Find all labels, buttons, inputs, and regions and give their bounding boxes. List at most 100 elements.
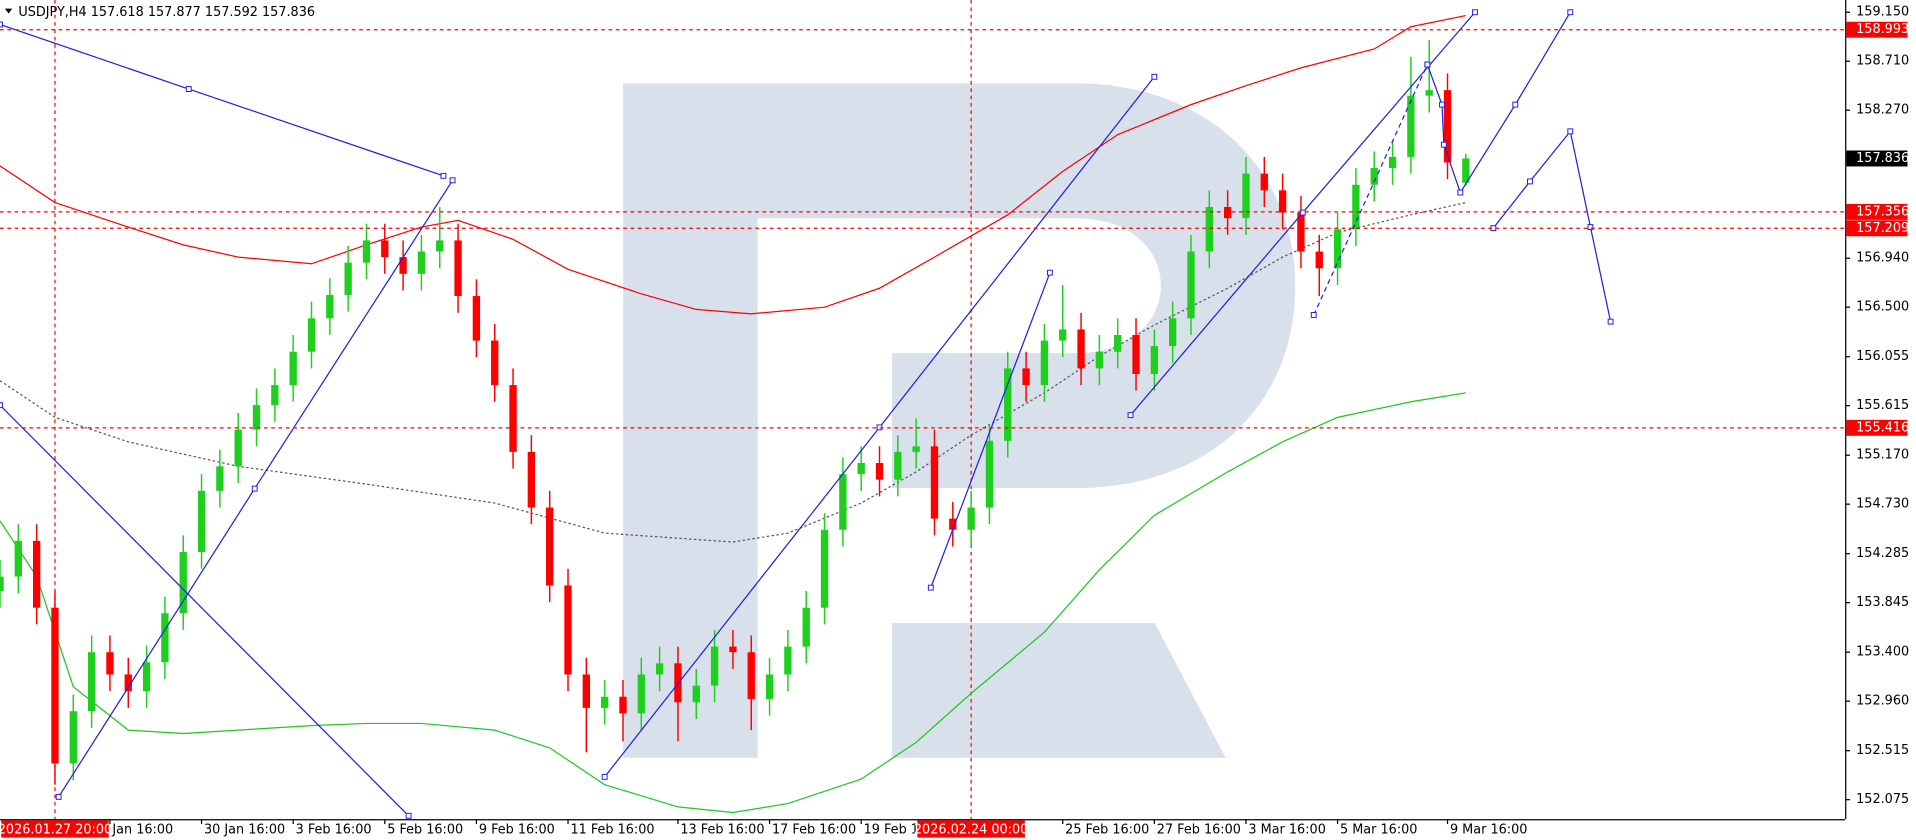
candle-body (1315, 251, 1323, 269)
candle-body (600, 696, 609, 708)
watermark-logo (623, 83, 1296, 758)
candle-body (142, 662, 151, 692)
candle-body (381, 240, 389, 258)
candle-body (1443, 90, 1452, 163)
drawing-handle (1299, 209, 1306, 216)
candle-body (491, 340, 499, 386)
candle-body (362, 240, 371, 263)
candle-body (344, 262, 352, 295)
candle-body (710, 646, 719, 686)
candle-body (1059, 329, 1067, 341)
candle-body (1260, 173, 1268, 191)
level-label: 157.356 (1856, 204, 1909, 219)
candle-body (1242, 173, 1250, 219)
candle-body (417, 251, 426, 274)
last-price-bg (1846, 150, 1908, 167)
candle-body (1407, 95, 1415, 157)
candle-body (747, 652, 755, 699)
candle-body (124, 674, 132, 692)
candle-body (1297, 212, 1305, 252)
candle-body (252, 405, 261, 430)
y-tick-label: 156.055 (1856, 349, 1909, 364)
candle-body (399, 257, 407, 274)
logo-leg (892, 622, 1226, 758)
trend-drawing (1426, 11, 1571, 194)
x-tick-label: 3 Feb 16:00 (296, 823, 372, 838)
highlight-label-bg (917, 820, 1025, 838)
drawing-handle (1457, 189, 1464, 196)
candle-body (1425, 90, 1433, 96)
drawing-handle (55, 793, 62, 800)
candle-body (1352, 184, 1360, 230)
candle-body (509, 385, 517, 452)
x-tick-label: 5 Feb 16:00 (387, 823, 463, 838)
candle-body (582, 674, 591, 708)
level-label-bg (1846, 21, 1908, 38)
candle-body (69, 711, 77, 764)
candle-body (14, 540, 22, 577)
candle-body (765, 674, 774, 699)
drawing-handle (1310, 312, 1317, 318)
level-label-bg (1846, 220, 1908, 237)
candle-body (875, 462, 884, 480)
candle-body (619, 696, 627, 714)
x-tick-label: 27 Feb 16:00 (1157, 823, 1241, 838)
candle-body (161, 613, 169, 663)
header: USDJPY,H4 157.618 157.877 157.592 157.83… (4, 5, 315, 20)
y-tick-label: 153.400 (1856, 645, 1909, 660)
drawing-handle (601, 773, 608, 780)
trend-drawing (930, 272, 1051, 588)
x-tick-label: 19 Feb 16 (864, 823, 927, 838)
candle-body (820, 529, 829, 608)
candle-body (87, 652, 96, 712)
candle-body (472, 296, 481, 341)
drawing-handle (1587, 224, 1594, 230)
drawing-handle (251, 485, 258, 492)
drawing-handle (1607, 318, 1614, 325)
x-tick-label: 5 Mar 16:00 (1340, 823, 1417, 838)
candle-body (1333, 229, 1342, 269)
drawing-handle (1046, 269, 1053, 276)
candle-body (197, 490, 206, 553)
x-tick-label: 13 Feb 16:00 (680, 823, 764, 838)
highlight-label-bg (1, 820, 109, 838)
candle-body (1278, 190, 1287, 213)
drawing-handle (927, 584, 934, 591)
drawing-handle (1440, 141, 1447, 148)
candle-body (289, 351, 297, 386)
candle-body (51, 607, 59, 764)
candle-body (454, 240, 462, 297)
candle-body (692, 685, 700, 703)
y-tick-label: 154.730 (1856, 497, 1909, 512)
candle-body (234, 429, 242, 467)
candle-body (1022, 368, 1030, 386)
level-label-bg (1846, 419, 1908, 436)
drawing-handle (0, 402, 3, 409)
candle-body (930, 446, 939, 519)
candle-body (527, 451, 536, 508)
x-tick-label: 9 Feb 16:00 (479, 823, 555, 838)
drawing-handle (0, 21, 3, 28)
plot-area (0, 0, 1846, 820)
candle-body (106, 652, 114, 675)
x-tick-label: 25 Feb 16:00 (1065, 823, 1149, 838)
y-tick-label: 152.075 (1856, 792, 1909, 807)
moving-average (0, 201, 1466, 543)
y-tick-label: 155.615 (1856, 398, 1909, 413)
candle-body (784, 646, 792, 675)
axes: 159.150 158.710 158.270 156.940 156.500 156.0… (0, 5, 1909, 838)
x-tick-label: 2026.01.27 20:00 (0, 823, 112, 838)
trend-drawing (1313, 64, 1428, 316)
candle-body (949, 518, 957, 530)
drawing-handle (1472, 9, 1478, 16)
last-price-label: 157.836 (1856, 151, 1909, 166)
y-tick-label: 158.270 (1856, 103, 1909, 118)
y-tick-label: 152.960 (1856, 694, 1909, 709)
drawing-handle (1424, 61, 1431, 68)
header-text: USDJPY,H4 157.618 157.877 157.592 157.83… (18, 5, 315, 20)
x-tick-label: 30 Jan 16:00 (204, 823, 285, 838)
y-tick-label: 152.515 (1856, 743, 1909, 758)
candle-body (967, 507, 975, 530)
x-tick-label: 3 Mar 16:00 (1248, 823, 1325, 838)
